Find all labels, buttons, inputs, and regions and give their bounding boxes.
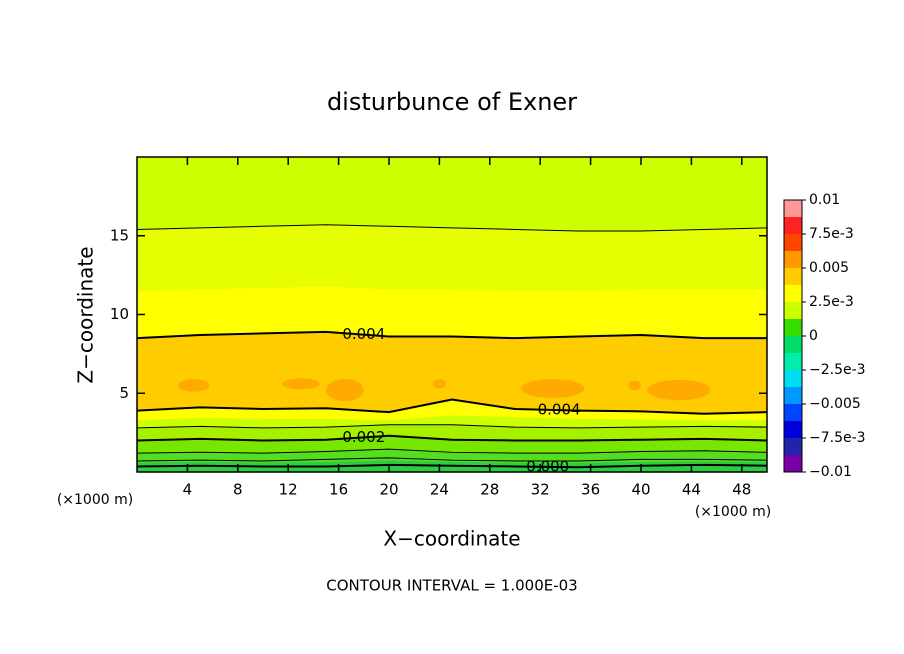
x-unit-label: (×1000 m): [695, 504, 771, 520]
colorbar-band: [784, 285, 802, 302]
footer-note: CONTOUR INTERVAL = 1.000E-03: [326, 577, 577, 595]
x-tick-label: 48: [732, 481, 751, 499]
fill-band: [136, 285, 768, 339]
colorbar-band: [784, 302, 802, 319]
colorbar-band: [784, 268, 802, 285]
x-tick-label: 16: [329, 481, 348, 499]
contour-label: 0.000: [526, 457, 569, 475]
colorbar-band: [784, 370, 802, 387]
colorbar-band: [784, 353, 802, 370]
x-tick-label: 4: [183, 481, 193, 499]
colorbar-band: [784, 438, 802, 455]
colorbar-tick-label: 7.5e-3: [809, 226, 854, 242]
colorbar-tick-label: −7.5e-3: [809, 430, 866, 446]
fill-band: [136, 156, 768, 232]
colorbar-band: [784, 387, 802, 404]
fill-band: [136, 224, 768, 292]
contour-line: [136, 463, 768, 469]
chart-title: disturbunce of Exner: [327, 88, 577, 116]
colorbar-band: [784, 234, 802, 251]
x-tick-label: 36: [581, 481, 600, 499]
x-axis-label: X−coordinate: [383, 527, 520, 551]
x-tick-label: 12: [279, 481, 298, 499]
colorbar-tick-label: 0.01: [809, 192, 840, 208]
contour-label: 0.004: [342, 325, 385, 343]
contour-line: [136, 424, 768, 429]
x-tick-label: 20: [379, 481, 398, 499]
y-tick-label: 10: [110, 305, 129, 323]
x-tick-label: 40: [631, 481, 650, 499]
x-tick-label: 44: [682, 481, 701, 499]
x-tick-label: 28: [480, 481, 499, 499]
y-axis-label: Z−coordinate: [74, 246, 98, 383]
contour-line: [136, 448, 768, 454]
x-tick-label: 8: [233, 481, 243, 499]
colorbar-band: [784, 336, 802, 353]
contour-line: [136, 434, 768, 442]
colorbar-tick-label: −0.01: [809, 464, 852, 480]
colorbar-band: [784, 200, 802, 217]
contour-line: [136, 457, 768, 462]
colorbar-tick-label: −0.005: [809, 396, 861, 412]
contour-line: [136, 330, 767, 340]
colorbar-tick-label: 0.005: [809, 260, 849, 276]
colorbar-tick-label: −2.5e-3: [809, 362, 866, 378]
contour-label: 0.002: [342, 428, 385, 446]
colorbar-band: [784, 251, 802, 268]
colorbar-band: [784, 421, 802, 438]
contour-label: 0.004: [538, 401, 581, 419]
colorbar-tick-label: 2.5e-3: [809, 294, 854, 310]
high-patch: [521, 379, 585, 398]
x-tick-label: 32: [531, 481, 550, 499]
high-patch: [281, 378, 320, 390]
y-tick-label: 15: [110, 226, 129, 244]
x-tick-label: 24: [430, 481, 449, 499]
contour-line: [136, 224, 768, 232]
high-patch: [326, 379, 364, 402]
colorbar-band: [784, 319, 802, 336]
colorbar-tick-label: 0: [809, 328, 818, 344]
contour-line: [136, 398, 768, 415]
high-patch: [433, 379, 446, 389]
x-unit-label: (×1000 m): [57, 492, 133, 508]
colorbar-band: [784, 217, 802, 234]
colorbar-band: [784, 404, 802, 421]
high-patch: [628, 380, 641, 391]
high-patch: [647, 379, 711, 401]
y-tick-label: 5: [119, 384, 129, 402]
colorbar-band: [784, 455, 802, 472]
high-patch: [177, 379, 210, 392]
